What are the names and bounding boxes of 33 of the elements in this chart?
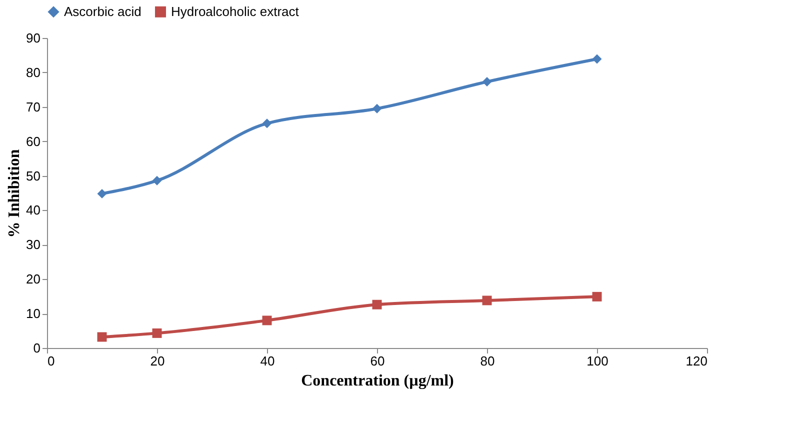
- point: [592, 54, 602, 64]
- y-tick-label: 70: [26, 99, 40, 114]
- y-tick-label: 50: [26, 168, 40, 184]
- y-tick-label: 40: [26, 202, 40, 218]
- y-tick-label: 30: [26, 237, 40, 252]
- point: [97, 332, 107, 342]
- x-tick-label: 80: [480, 354, 495, 368]
- y-tick-label: 60: [26, 134, 40, 149]
- point: [97, 188, 107, 198]
- x-tick-label: 40: [260, 354, 275, 368]
- legend-label: Hydroalcoholic extract: [171, 4, 300, 19]
- point: [372, 300, 382, 310]
- x-tick-label: 60: [370, 354, 385, 368]
- point: [482, 296, 492, 306]
- x-tick-label: 20: [150, 354, 165, 368]
- point: [262, 118, 272, 128]
- y-tick-label: 20: [26, 272, 40, 287]
- point: [152, 176, 162, 186]
- point: [592, 292, 602, 302]
- point: [262, 316, 272, 326]
- y-tick-label: 10: [26, 306, 40, 322]
- legend-label: Ascorbic acid: [64, 4, 142, 19]
- y-tick-label: 80: [26, 64, 40, 80]
- x-axis-title: Concentration (µg/ml): [301, 372, 454, 390]
- point: [482, 77, 492, 86]
- x-tick-label: 100: [586, 354, 608, 368]
- point: [152, 328, 162, 338]
- y-tick-label: 90: [26, 30, 40, 46]
- x-tick-label: 120: [686, 354, 708, 368]
- point: [372, 104, 382, 114]
- y-tick-label: 0: [33, 340, 40, 356]
- y-axis-title: % Inhibition: [6, 149, 24, 238]
- x-tick-label: 0: [48, 354, 55, 368]
